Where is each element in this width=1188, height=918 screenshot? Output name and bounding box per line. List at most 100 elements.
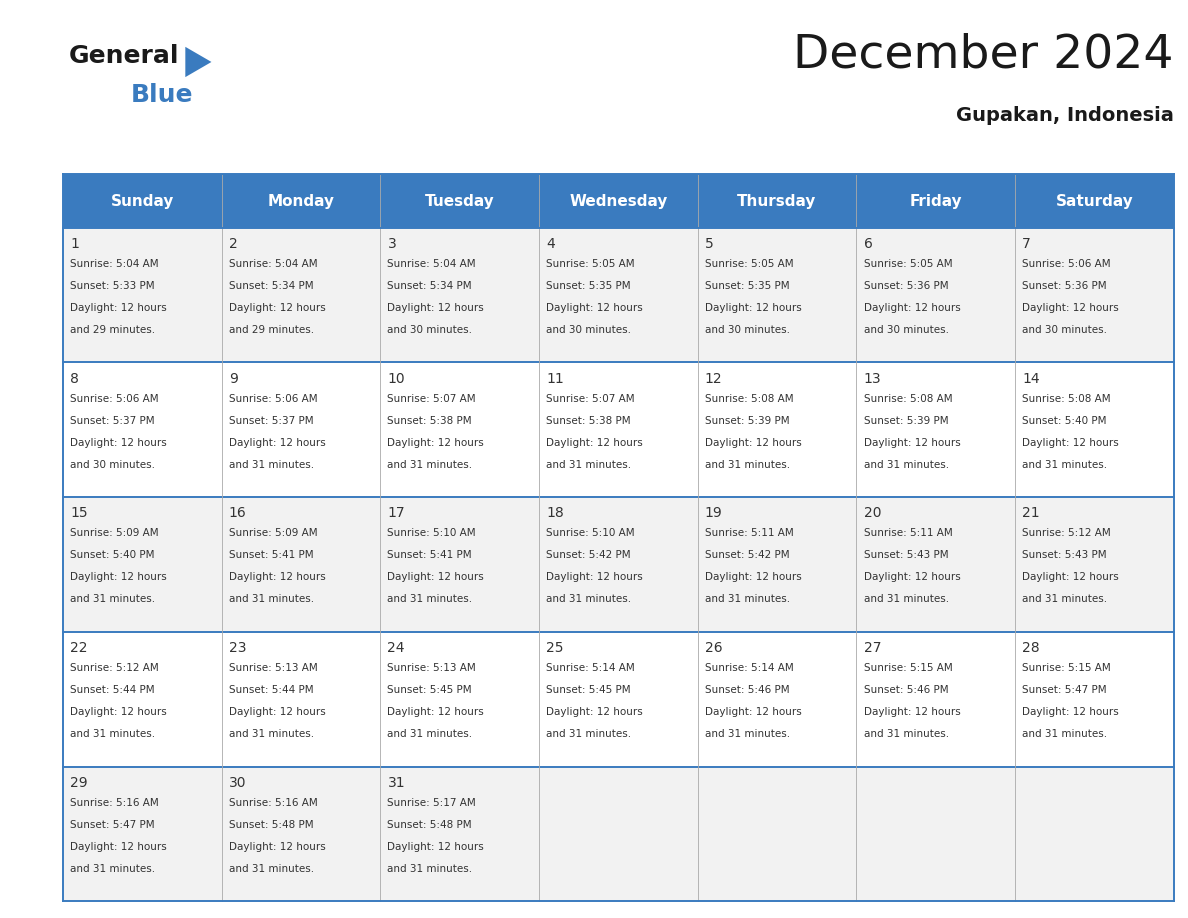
Text: 1: 1 xyxy=(70,237,78,251)
Text: Sunrise: 5:16 AM: Sunrise: 5:16 AM xyxy=(70,798,159,808)
Text: and 31 minutes.: and 31 minutes. xyxy=(704,460,790,470)
Text: Daylight: 12 hours: Daylight: 12 hours xyxy=(229,707,326,717)
Text: Sunset: 5:44 PM: Sunset: 5:44 PM xyxy=(70,685,154,695)
Text: 24: 24 xyxy=(387,641,405,655)
Text: Sunrise: 5:15 AM: Sunrise: 5:15 AM xyxy=(864,663,953,673)
Text: Daylight: 12 hours: Daylight: 12 hours xyxy=(864,707,960,717)
Text: Daylight: 12 hours: Daylight: 12 hours xyxy=(546,573,643,582)
Text: Sunrise: 5:08 AM: Sunrise: 5:08 AM xyxy=(864,394,952,404)
Text: Sunrise: 5:06 AM: Sunrise: 5:06 AM xyxy=(70,394,159,404)
Text: Sunset: 5:34 PM: Sunset: 5:34 PM xyxy=(387,281,472,291)
Text: Sunrise: 5:16 AM: Sunrise: 5:16 AM xyxy=(229,798,317,808)
Text: Sunrise: 5:07 AM: Sunrise: 5:07 AM xyxy=(546,394,634,404)
Text: 18: 18 xyxy=(546,507,564,521)
Text: Sunset: 5:37 PM: Sunset: 5:37 PM xyxy=(70,416,154,426)
Text: Daylight: 12 hours: Daylight: 12 hours xyxy=(229,842,326,852)
Text: Sunrise: 5:13 AM: Sunrise: 5:13 AM xyxy=(229,663,317,673)
Text: Sunrise: 5:09 AM: Sunrise: 5:09 AM xyxy=(70,529,159,538)
Text: Daylight: 12 hours: Daylight: 12 hours xyxy=(229,438,326,448)
Text: December 2024: December 2024 xyxy=(794,32,1174,77)
Text: Sunrise: 5:04 AM: Sunrise: 5:04 AM xyxy=(70,259,159,269)
Text: Sunday: Sunday xyxy=(110,194,173,208)
Text: General: General xyxy=(69,44,179,68)
Text: Daylight: 12 hours: Daylight: 12 hours xyxy=(704,707,802,717)
Text: 29: 29 xyxy=(70,776,88,789)
Text: and 31 minutes.: and 31 minutes. xyxy=(1022,729,1107,739)
Text: Daylight: 12 hours: Daylight: 12 hours xyxy=(546,303,643,313)
Text: and 31 minutes.: and 31 minutes. xyxy=(229,460,314,470)
Text: Sunrise: 5:08 AM: Sunrise: 5:08 AM xyxy=(1022,394,1111,404)
Text: and 31 minutes.: and 31 minutes. xyxy=(70,864,156,874)
Polygon shape xyxy=(185,47,211,77)
Text: 26: 26 xyxy=(704,641,722,655)
Text: 9: 9 xyxy=(229,372,238,386)
Bar xyxy=(63,632,1174,767)
Text: 14: 14 xyxy=(1022,372,1040,386)
Text: Daylight: 12 hours: Daylight: 12 hours xyxy=(546,438,643,448)
Text: and 31 minutes.: and 31 minutes. xyxy=(546,595,631,604)
Text: 5: 5 xyxy=(704,237,714,251)
Text: Sunrise: 5:05 AM: Sunrise: 5:05 AM xyxy=(864,259,952,269)
Text: Wednesday: Wednesday xyxy=(569,194,668,208)
Text: Daylight: 12 hours: Daylight: 12 hours xyxy=(387,438,485,448)
Text: and 30 minutes.: and 30 minutes. xyxy=(70,460,156,470)
Text: 7: 7 xyxy=(1022,237,1031,251)
Text: and 31 minutes.: and 31 minutes. xyxy=(387,729,473,739)
Text: Sunrise: 5:11 AM: Sunrise: 5:11 AM xyxy=(864,529,953,538)
Text: Tuesday: Tuesday xyxy=(425,194,494,208)
Text: and 31 minutes.: and 31 minutes. xyxy=(864,460,949,470)
Text: and 31 minutes.: and 31 minutes. xyxy=(387,864,473,874)
Text: Gupakan, Indonesia: Gupakan, Indonesia xyxy=(956,106,1174,125)
Text: Daylight: 12 hours: Daylight: 12 hours xyxy=(1022,707,1119,717)
Text: Sunset: 5:36 PM: Sunset: 5:36 PM xyxy=(1022,281,1107,291)
Text: Daylight: 12 hours: Daylight: 12 hours xyxy=(704,438,802,448)
Text: and 31 minutes.: and 31 minutes. xyxy=(546,729,631,739)
Text: 28: 28 xyxy=(1022,641,1040,655)
Text: Daylight: 12 hours: Daylight: 12 hours xyxy=(70,842,166,852)
Text: 6: 6 xyxy=(864,237,872,251)
Text: Sunrise: 5:12 AM: Sunrise: 5:12 AM xyxy=(70,663,159,673)
Text: Monday: Monday xyxy=(267,194,335,208)
Text: Sunrise: 5:15 AM: Sunrise: 5:15 AM xyxy=(1022,663,1111,673)
Text: 16: 16 xyxy=(229,507,247,521)
Text: and 31 minutes.: and 31 minutes. xyxy=(70,595,156,604)
Text: Sunrise: 5:10 AM: Sunrise: 5:10 AM xyxy=(546,529,634,538)
Text: Sunset: 5:40 PM: Sunset: 5:40 PM xyxy=(70,551,154,560)
Bar xyxy=(63,498,1174,632)
Text: Sunset: 5:45 PM: Sunset: 5:45 PM xyxy=(546,685,631,695)
Text: Sunrise: 5:04 AM: Sunrise: 5:04 AM xyxy=(229,259,317,269)
Text: and 30 minutes.: and 30 minutes. xyxy=(864,325,948,335)
Text: Sunrise: 5:06 AM: Sunrise: 5:06 AM xyxy=(1022,259,1111,269)
Text: and 31 minutes.: and 31 minutes. xyxy=(546,460,631,470)
Text: Sunrise: 5:08 AM: Sunrise: 5:08 AM xyxy=(704,394,794,404)
Text: Sunset: 5:43 PM: Sunset: 5:43 PM xyxy=(864,551,948,560)
Text: and 31 minutes.: and 31 minutes. xyxy=(229,729,314,739)
Text: Sunset: 5:48 PM: Sunset: 5:48 PM xyxy=(387,820,472,830)
Bar xyxy=(63,767,1174,901)
Text: Sunset: 5:38 PM: Sunset: 5:38 PM xyxy=(387,416,472,426)
Text: 23: 23 xyxy=(229,641,246,655)
Text: Sunrise: 5:04 AM: Sunrise: 5:04 AM xyxy=(387,259,476,269)
Text: Sunrise: 5:06 AM: Sunrise: 5:06 AM xyxy=(229,394,317,404)
Text: 8: 8 xyxy=(70,372,78,386)
Text: and 31 minutes.: and 31 minutes. xyxy=(70,729,156,739)
Text: Sunset: 5:34 PM: Sunset: 5:34 PM xyxy=(229,281,314,291)
Text: 4: 4 xyxy=(546,237,555,251)
Text: Sunset: 5:43 PM: Sunset: 5:43 PM xyxy=(1022,551,1107,560)
Text: Sunrise: 5:05 AM: Sunrise: 5:05 AM xyxy=(704,259,794,269)
Text: Sunset: 5:35 PM: Sunset: 5:35 PM xyxy=(546,281,631,291)
Text: 17: 17 xyxy=(387,507,405,521)
Text: and 31 minutes.: and 31 minutes. xyxy=(704,729,790,739)
Bar xyxy=(63,363,1174,498)
Text: 13: 13 xyxy=(864,372,881,386)
Text: Daylight: 12 hours: Daylight: 12 hours xyxy=(1022,573,1119,582)
Text: Sunset: 5:39 PM: Sunset: 5:39 PM xyxy=(704,416,790,426)
Text: Sunrise: 5:07 AM: Sunrise: 5:07 AM xyxy=(387,394,476,404)
Text: and 31 minutes.: and 31 minutes. xyxy=(1022,595,1107,604)
Text: 20: 20 xyxy=(864,507,881,521)
Text: Friday: Friday xyxy=(909,194,962,208)
Text: Daylight: 12 hours: Daylight: 12 hours xyxy=(387,842,485,852)
Text: Sunrise: 5:05 AM: Sunrise: 5:05 AM xyxy=(546,259,634,269)
Text: and 30 minutes.: and 30 minutes. xyxy=(704,325,790,335)
Text: Daylight: 12 hours: Daylight: 12 hours xyxy=(70,573,166,582)
